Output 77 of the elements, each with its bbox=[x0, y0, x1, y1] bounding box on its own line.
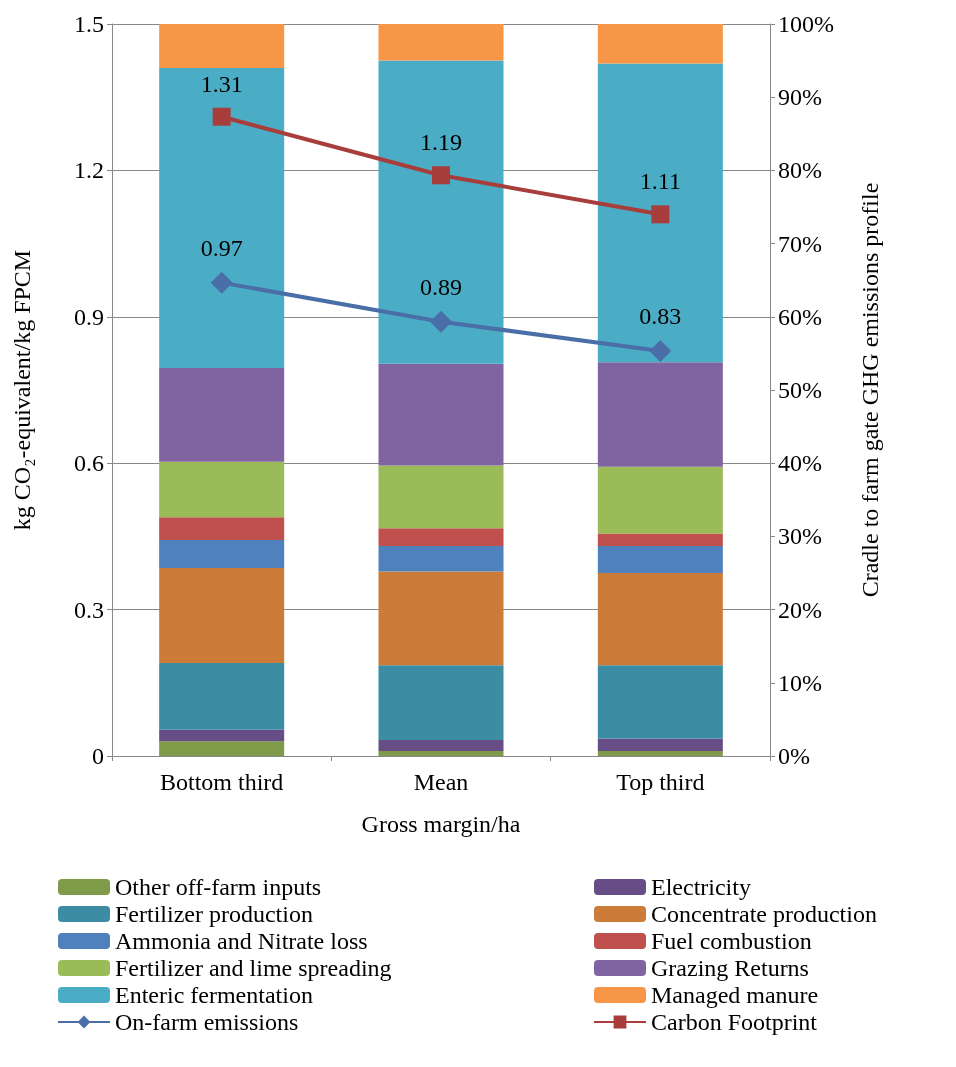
legend-label: Other off-farm inputs bbox=[115, 874, 322, 900]
x-axis-title: Gross margin/ha bbox=[361, 811, 521, 837]
point bbox=[430, 310, 452, 333]
bar bbox=[378, 571, 504, 666]
bar bbox=[159, 567, 285, 664]
y-tick-label: 0.9 bbox=[74, 303, 104, 330]
point bbox=[649, 339, 672, 362]
y-tick-label: 1.2 bbox=[74, 157, 104, 184]
y2-tick-label: 40% bbox=[778, 450, 822, 477]
bar bbox=[378, 545, 504, 572]
x-tick-label: Bottom third bbox=[159, 769, 284, 795]
data-label: 0.97 bbox=[200, 234, 243, 261]
bar bbox=[159, 741, 285, 756]
y-tick-label: 0.6 bbox=[74, 450, 104, 477]
bar bbox=[597, 533, 723, 546]
y2-tick-label: 100% bbox=[778, 11, 834, 37]
bar bbox=[378, 739, 504, 751]
y2-tick-label: 90% bbox=[778, 84, 822, 111]
point bbox=[432, 166, 450, 185]
bar bbox=[378, 528, 504, 546]
x-tick-label: Mean bbox=[413, 769, 469, 795]
legend-label: Ammonia and Nitrate loss bbox=[115, 928, 368, 954]
bar bbox=[159, 67, 285, 369]
y2-tick-label: 0% bbox=[778, 743, 810, 769]
bar bbox=[378, 60, 504, 364]
legend-label: Concentrate production bbox=[651, 901, 877, 927]
bar bbox=[597, 545, 723, 573]
data-label: 0.89 bbox=[420, 273, 462, 300]
y2-tick-label: 60% bbox=[778, 303, 822, 330]
y2-tick-label: 80% bbox=[778, 157, 822, 184]
legend-label: On-farm emissions bbox=[115, 1009, 299, 1035]
legend-label: Fertilizer and lime spreading bbox=[115, 955, 392, 981]
bar bbox=[159, 517, 285, 541]
bar bbox=[597, 750, 723, 756]
y2-axis-title: Cradle to farm gate GHG emissions profile bbox=[857, 182, 883, 598]
y-tick-label: 1.5 bbox=[74, 11, 104, 37]
y2-tick-label: 30% bbox=[778, 523, 822, 550]
bar bbox=[159, 368, 285, 462]
bar bbox=[378, 750, 504, 756]
legend-label: Grazing Returns bbox=[651, 955, 809, 981]
legend-label: Enteric fermentation bbox=[115, 982, 313, 1008]
bar bbox=[159, 461, 285, 518]
legend-label: Managed manure bbox=[651, 982, 819, 1008]
bar bbox=[597, 362, 723, 467]
point bbox=[651, 205, 670, 224]
legend-label: Electricity bbox=[651, 874, 751, 900]
data-label: 1.19 bbox=[420, 129, 462, 156]
bar bbox=[597, 665, 723, 739]
bar bbox=[597, 63, 723, 363]
bar bbox=[378, 24, 504, 61]
y2-tick-label: 70% bbox=[778, 230, 822, 257]
y-tick-label: 0.3 bbox=[74, 596, 104, 623]
bar bbox=[378, 363, 504, 466]
bar bbox=[159, 540, 285, 568]
data-label: 1.11 bbox=[639, 168, 681, 195]
bar bbox=[597, 24, 723, 64]
bar bbox=[597, 466, 723, 534]
y2-tick-label: 50% bbox=[778, 377, 822, 403]
y-axis-title: kg CO₂-equivalent/kg FPCM bbox=[9, 249, 35, 531]
legend-label: Fertilizer production bbox=[115, 901, 313, 927]
y2-tick-label: 20% bbox=[778, 596, 822, 623]
x-tick-label: Top third bbox=[616, 769, 705, 795]
bar bbox=[159, 24, 285, 68]
bar bbox=[597, 738, 723, 751]
bar bbox=[378, 465, 504, 529]
bar bbox=[159, 663, 285, 730]
bar bbox=[597, 573, 723, 666]
data-label: 0.83 bbox=[639, 302, 682, 329]
legend-label: Carbon Footprint bbox=[651, 1009, 818, 1035]
point bbox=[210, 271, 233, 294]
bar bbox=[159, 729, 285, 742]
y-tick-label: 0 bbox=[92, 743, 104, 769]
data-label: 1.31 bbox=[200, 70, 243, 97]
bar bbox=[378, 665, 504, 740]
point bbox=[212, 107, 231, 126]
legend-label: Fuel combustion bbox=[651, 928, 812, 954]
y2-tick-label: 10% bbox=[778, 669, 822, 696]
